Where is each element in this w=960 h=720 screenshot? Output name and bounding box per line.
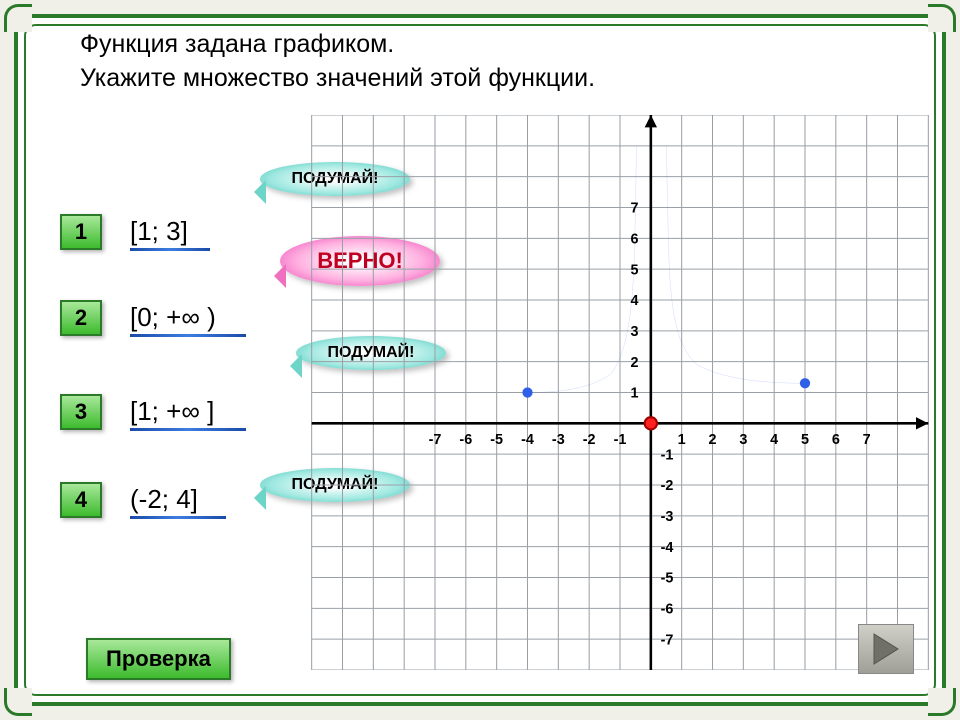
svg-text:-3: -3: [552, 432, 565, 448]
answer-text-2: [0; +∞ ): [130, 302, 216, 333]
answer-button-1[interactable]: 1: [60, 214, 102, 250]
answer-button-3[interactable]: 3: [60, 394, 102, 430]
svg-text:-4: -4: [661, 540, 674, 556]
svg-text:6: 6: [832, 432, 840, 448]
corner-ornament: [928, 4, 956, 32]
check-button-label: Проверка: [106, 646, 211, 671]
answer-underline: [130, 428, 246, 431]
svg-text:-7: -7: [661, 632, 674, 648]
answer-button-2[interactable]: 2: [60, 300, 102, 336]
svg-text:3: 3: [739, 432, 747, 448]
answer-underline: [130, 334, 246, 337]
svg-text:-1: -1: [661, 447, 674, 463]
function-chart: -7-6-5-4-3-2-112345671234567-1-2-3-4-5-6…: [310, 115, 930, 670]
svg-text:4: 4: [631, 293, 639, 309]
svg-text:5: 5: [631, 262, 639, 278]
svg-text:2: 2: [709, 432, 717, 448]
corner-ornament: [4, 688, 32, 716]
answer-text-3: [1; +∞ ]: [130, 396, 214, 427]
svg-text:-2: -2: [661, 478, 674, 494]
answer-text-4: (-2; 4]: [130, 484, 198, 515]
svg-text:7: 7: [631, 201, 639, 217]
svg-text:-7: -7: [429, 432, 442, 448]
answer-text-1: [1; 3]: [130, 216, 188, 247]
svg-text:-4: -4: [521, 432, 534, 448]
svg-text:-6: -6: [661, 601, 674, 617]
answer-button-4[interactable]: 4: [60, 482, 102, 518]
svg-text:5: 5: [801, 432, 809, 448]
corner-ornament: [928, 688, 956, 716]
question-text: Функция задана графиком. Укажите множест…: [80, 28, 595, 96]
svg-text:-6: -6: [459, 432, 472, 448]
svg-text:-1: -1: [614, 432, 627, 448]
svg-text:3: 3: [631, 324, 639, 340]
play-icon: [871, 632, 901, 666]
answer-underline: [130, 248, 210, 251]
question-line1: Функция задана графиком.: [80, 28, 595, 62]
svg-text:1: 1: [631, 386, 639, 402]
svg-text:2: 2: [631, 355, 639, 371]
svg-text:4: 4: [770, 432, 778, 448]
svg-text:-3: -3: [661, 509, 674, 525]
question-line2: Укажите множество значений этой функции.: [80, 62, 595, 96]
svg-text:-5: -5: [490, 432, 503, 448]
svg-text:6: 6: [631, 231, 639, 247]
answer-underline: [130, 516, 226, 519]
svg-text:-2: -2: [583, 432, 596, 448]
svg-text:7: 7: [863, 432, 871, 448]
corner-ornament: [4, 4, 32, 32]
check-button[interactable]: Проверка: [86, 638, 231, 680]
svg-text:1: 1: [678, 432, 686, 448]
next-button[interactable]: [858, 624, 914, 674]
svg-text:-5: -5: [661, 571, 674, 587]
